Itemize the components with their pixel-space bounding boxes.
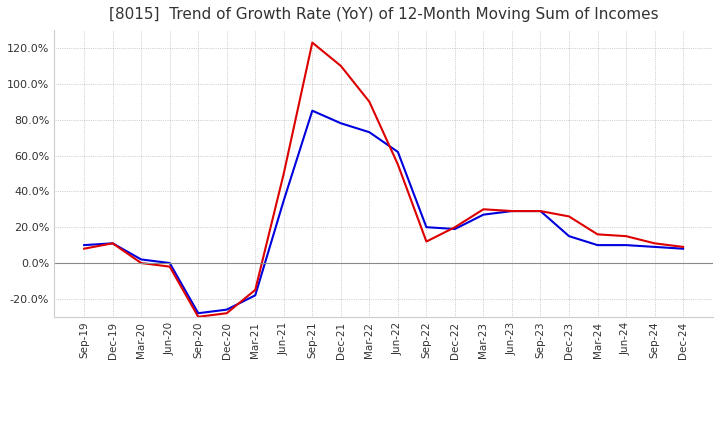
Net Income Growth Rate [479,207,487,212]
Net Income Growth Rate [194,314,202,319]
Ordinary Income Growth Rate [80,242,89,248]
Line: Net Income Growth Rate: Net Income Growth Rate [84,43,683,317]
Ordinary Income Growth Rate [194,311,202,316]
Ordinary Income Growth Rate [451,226,459,231]
Net Income Growth Rate [222,311,231,316]
Net Income Growth Rate [650,241,659,246]
Ordinary Income Growth Rate [251,293,260,298]
Ordinary Income Growth Rate [166,260,174,266]
Ordinary Income Growth Rate [650,244,659,249]
Ordinary Income Growth Rate [279,198,288,203]
Ordinary Income Growth Rate [593,242,602,248]
Net Income Growth Rate [308,40,317,45]
Net Income Growth Rate [593,232,602,237]
Net Income Growth Rate [80,246,89,251]
Title: [8015]  Trend of Growth Rate (YoY) of 12-Month Moving Sum of Incomes: [8015] Trend of Growth Rate (YoY) of 12-… [109,7,658,22]
Ordinary Income Growth Rate [308,108,317,114]
Line: Ordinary Income Growth Rate: Ordinary Income Growth Rate [84,111,683,313]
Ordinary Income Growth Rate [536,209,545,214]
Ordinary Income Growth Rate [508,209,516,214]
Ordinary Income Growth Rate [422,224,431,230]
Ordinary Income Growth Rate [679,246,688,251]
Ordinary Income Growth Rate [222,307,231,312]
Net Income Growth Rate [679,244,688,249]
Legend: Ordinary Income Growth Rate, Net Income Growth Rate: Ordinary Income Growth Rate, Net Income … [158,436,610,440]
Net Income Growth Rate [422,239,431,244]
Net Income Growth Rate [137,260,145,266]
Net Income Growth Rate [108,241,117,246]
Net Income Growth Rate [451,224,459,230]
Ordinary Income Growth Rate [564,234,573,239]
Net Income Growth Rate [365,99,374,104]
Net Income Growth Rate [394,162,402,167]
Ordinary Income Growth Rate [479,212,487,217]
Net Income Growth Rate [251,287,260,293]
Net Income Growth Rate [279,171,288,176]
Ordinary Income Growth Rate [622,242,631,248]
Net Income Growth Rate [336,63,345,69]
Ordinary Income Growth Rate [394,149,402,154]
Net Income Growth Rate [564,214,573,219]
Ordinary Income Growth Rate [365,129,374,135]
Net Income Growth Rate [166,264,174,269]
Ordinary Income Growth Rate [108,241,117,246]
Net Income Growth Rate [536,209,545,214]
Net Income Growth Rate [508,209,516,214]
Ordinary Income Growth Rate [336,121,345,126]
Net Income Growth Rate [622,234,631,239]
Ordinary Income Growth Rate [137,257,145,262]
